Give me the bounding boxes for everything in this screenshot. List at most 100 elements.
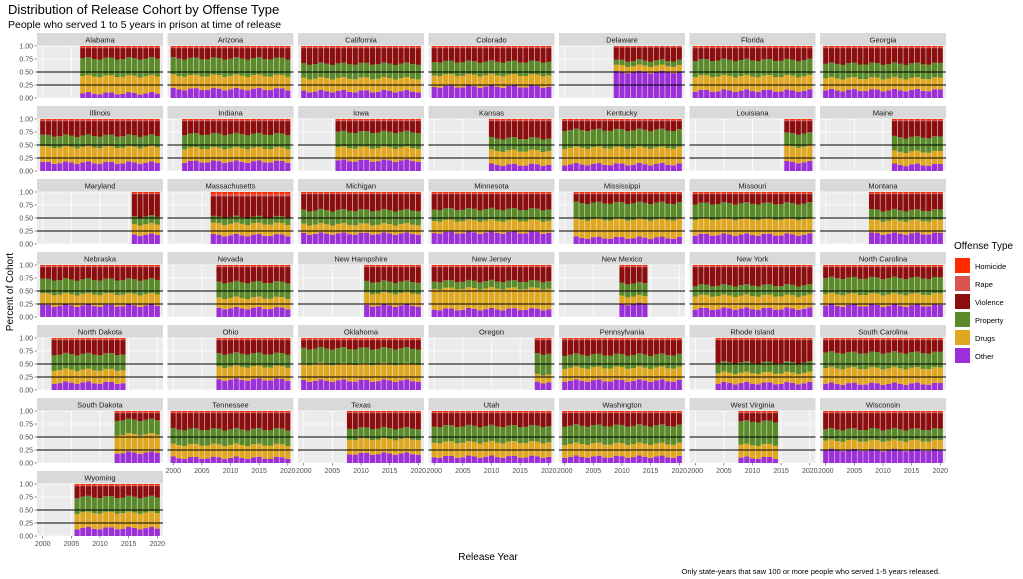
bar-segment-homicide [137,265,143,267]
bar-segment-homicide [573,192,579,194]
bar-segment-rape [387,120,393,122]
bar-segment-homicide [216,46,222,48]
bar-segment-violence [466,194,472,208]
bar-segment-drugs [40,146,46,162]
bar-segment-property [636,281,642,295]
bar-segment-property [834,429,840,441]
bar-segment-homicide [795,46,801,48]
bar-segment-other [914,232,920,244]
bar-segment-violence [642,413,648,426]
bar-segment-drugs [454,76,460,88]
bar-segment-drugs [823,440,829,451]
bar-segment-other [546,86,552,98]
bar-segment-homicide [920,46,926,48]
bar-segment-homicide [352,192,358,194]
bar-segment-drugs [602,368,608,382]
bar-segment-property [874,277,880,294]
bar-segment-homicide [398,46,404,48]
bar-segment-rape [148,266,155,268]
bar-segment-violence [364,340,370,348]
bar-segment-other [80,93,86,98]
bar-segment-rape [517,120,523,122]
bar-segment-rape [488,412,495,414]
bar-segment-drugs [239,445,245,459]
bar-segment-rape [823,47,829,49]
bar-segment-other [415,306,421,317]
bar-segment-rape [738,193,744,195]
bar-segment-violence [454,267,460,283]
bar-segment-property [85,352,92,369]
bar-segment-rape [857,266,863,268]
bar-segment-violence [828,413,835,428]
bar-segment-rape [909,412,915,414]
y-tick-label: 0.25 [19,302,33,309]
bar-segment-homicide [205,46,211,48]
bar-segment-homicide [74,338,80,340]
bar-segment-other [511,85,517,98]
bar-segment-violence [239,413,245,430]
bar-segment-homicide [767,46,773,48]
bar-segment-property [755,61,761,78]
bar-segment-violence [273,267,279,282]
bar-segment-rape [897,47,903,49]
bar-segment-violence [755,48,761,62]
bar-segment-homicide [846,338,852,340]
bar-segment-rape [143,412,149,414]
bar-segment-homicide [301,192,307,194]
bar-segment-drugs [85,74,92,93]
bar-segment-property [437,282,443,290]
bar-segment-drugs [579,367,585,381]
facet-strip-label: Nebraska [84,255,117,264]
bar-segment-rape [602,412,608,414]
bar-segment-other [57,163,63,171]
bar-segment-other [801,162,807,171]
bar-segment-rape [131,120,137,122]
y-tick-label: 0.00 [19,169,33,176]
bar-segment-other [182,162,188,171]
bar-segment-other [454,457,460,463]
bar-segment-homicide [937,338,943,340]
bar-segment-homicide [227,192,234,195]
bar-segment-homicide [404,411,410,413]
bar-segment-rape [937,266,943,268]
bar-segment-homicide [91,46,97,48]
bar-segment-other [324,233,330,244]
bar-segment-violence [494,413,500,427]
bar-segment-homicide [573,338,579,340]
bar-segment-property [636,59,642,65]
bar-segment-homicide [784,338,790,340]
bar-segment-rape [454,266,460,268]
bar-segment-homicide [613,46,619,47]
bar-segment-homicide [488,411,495,413]
bar-segment-drugs [546,220,552,233]
bar-segment-drugs [74,513,80,530]
bar-segment-violence [630,47,637,61]
facet-panel: Iowa [298,106,424,172]
facet-panel: Kentucky [559,106,685,172]
bar-segment-property [534,280,540,288]
y-tick-label: 1.00 [19,263,33,270]
bar-segment-rape [692,193,698,195]
bar-segment-other [778,383,784,390]
bar-segment-homicide [120,338,126,340]
facet-strip-label: Minnesota [474,182,509,191]
bar-segment-drugs [114,435,120,454]
bar-segment-violence [590,121,596,130]
bar-segment-homicide [358,119,364,121]
bar-segment-other [721,307,727,317]
bar-segment-homicide [358,192,364,194]
bar-segment-homicide [103,265,109,267]
bar-segment-other [256,307,262,317]
bar-segment-rape [108,47,115,49]
bar-segment-drugs [931,77,938,90]
bar-segment-rape [256,194,262,197]
bar-segment-drugs [409,439,416,455]
bar-segment-violence [744,413,750,421]
x-tick-label: 2005 [325,468,341,475]
bar-segment-violence [154,413,160,421]
bar-segment-homicide [143,411,149,413]
bar-segment-rape [920,412,926,414]
bar-segment-property [823,63,829,79]
bar-segment-violence [245,196,251,219]
bar-segment-homicide [607,411,614,413]
